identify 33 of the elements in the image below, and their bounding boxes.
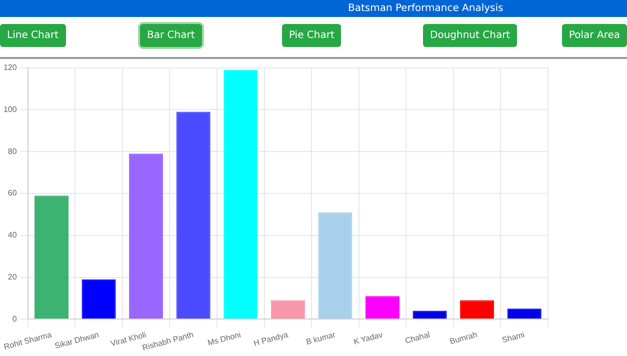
x-tick-label: K Yadav bbox=[352, 330, 384, 346]
bar bbox=[176, 112, 210, 319]
x-tick-label: H Pandya bbox=[252, 330, 290, 348]
bar bbox=[224, 70, 258, 319]
text: Bar Chart bbox=[140, 24, 202, 47]
x-tick-label: Sikar Dhwan bbox=[54, 330, 100, 351]
x-tick-label: Rohit Sharma bbox=[2, 330, 54, 352]
bar bbox=[365, 296, 400, 319]
x-tick-label: Shami bbox=[501, 330, 526, 345]
text: Line Chart bbox=[0, 24, 66, 47]
bar bbox=[129, 154, 164, 319]
text: Polar Area bbox=[562, 24, 627, 47]
bar bbox=[82, 279, 116, 319]
bar bbox=[412, 310, 447, 319]
bar bbox=[318, 212, 352, 319]
y-tick-label: 120 bbox=[3, 63, 18, 72]
y-tick-label: 60 bbox=[8, 188, 18, 198]
bar bbox=[460, 300, 494, 319]
chart-title: Batsman Performance Analysis bbox=[0, 0, 627, 17]
text: Pie Chart bbox=[282, 24, 342, 47]
x-tick-label: Bumrah bbox=[448, 330, 478, 346]
bar bbox=[270, 300, 305, 319]
y-tick-label: 80 bbox=[8, 146, 18, 156]
x-tick-label: Chahal bbox=[404, 330, 432, 346]
y-tick-label: 20 bbox=[8, 272, 18, 282]
text: Doughnut Chart bbox=[423, 24, 518, 47]
x-tick-label: Ms Dhoni bbox=[206, 330, 242, 348]
x-tick-label: B kumar bbox=[305, 330, 337, 347]
y-tick-label: 0 bbox=[12, 314, 18, 324]
bar bbox=[507, 308, 542, 319]
y-tick-label: 40 bbox=[8, 230, 18, 240]
y-tick-label: 100 bbox=[3, 104, 18, 114]
bar bbox=[34, 196, 69, 319]
